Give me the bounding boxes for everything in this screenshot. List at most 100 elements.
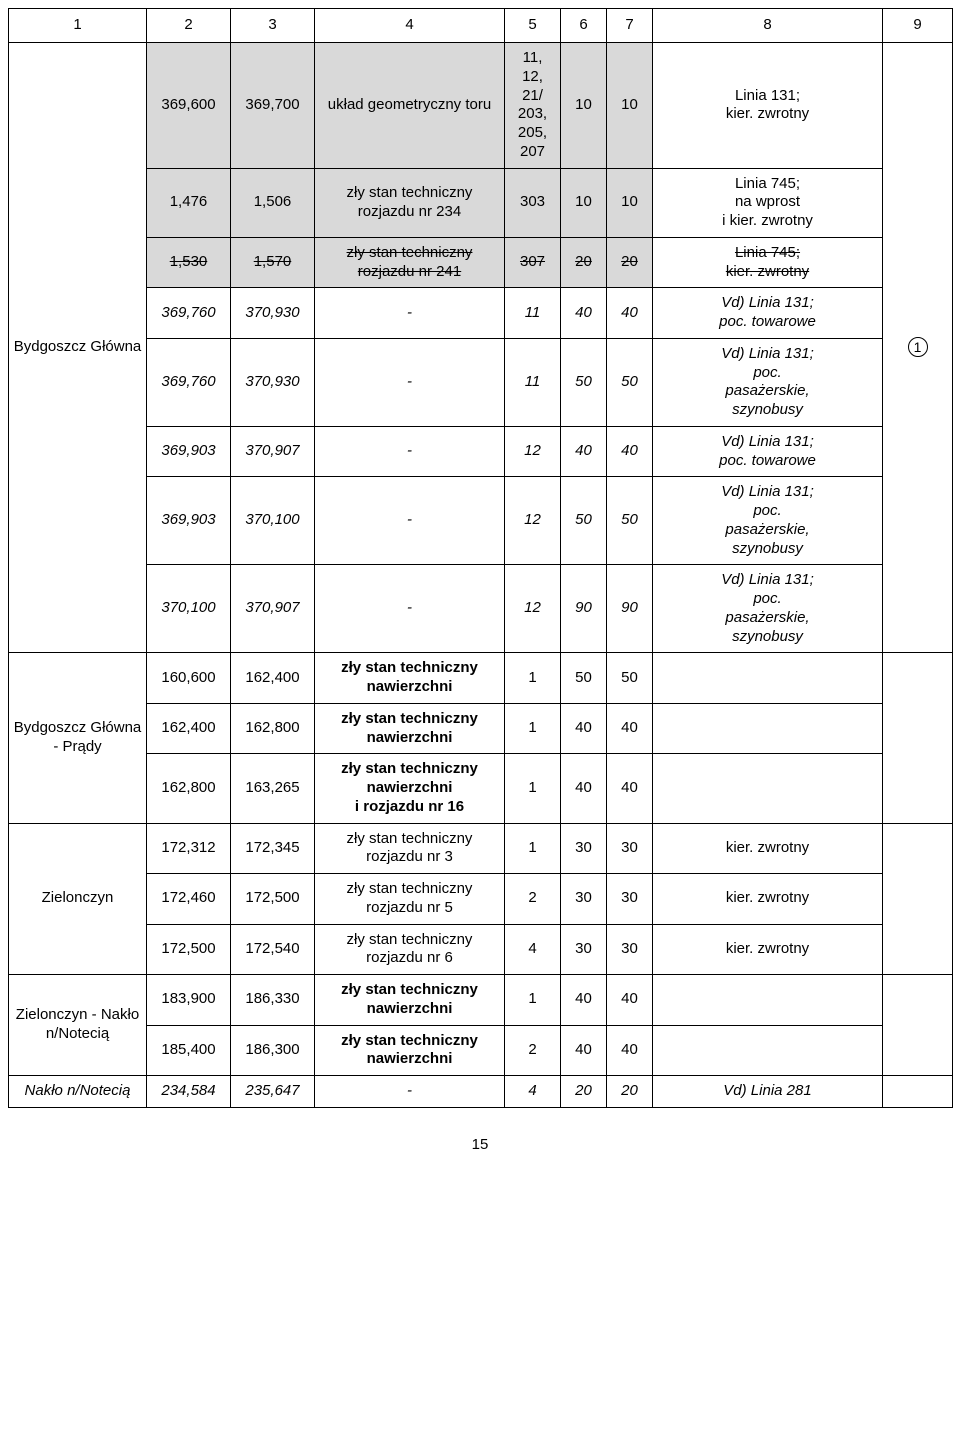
cell: 172,500 [231, 874, 315, 925]
cell: 1 [505, 975, 561, 1026]
cell: 30 [607, 874, 653, 925]
cell: 40 [607, 426, 653, 477]
table-row: 369,760 370,930 - 11 40 40 Vd) Linia 131… [9, 288, 953, 339]
table-row: 369,903 370,100 - 12 50 50 Vd) Linia 131… [9, 477, 953, 565]
cell: 30 [607, 924, 653, 975]
circled-1: 1 [908, 337, 928, 357]
cell: zły stan techniczny rozjazdu nr 6 [315, 924, 505, 975]
cell: 369,760 [147, 288, 231, 339]
cell: 370,100 [231, 477, 315, 565]
cell: 10 [561, 43, 607, 169]
cell-col9 [883, 1076, 953, 1108]
cell: 234,584 [147, 1076, 231, 1108]
cell: 160,600 [147, 653, 231, 704]
cell: kier. zwrotny [653, 924, 883, 975]
cell: Vd) Linia 131; poc. pasażerskie, szynobu… [653, 477, 883, 565]
cell: kier. zwrotny [653, 823, 883, 874]
cell: 4 [505, 924, 561, 975]
cell: 40 [607, 703, 653, 754]
cell: 370,907 [231, 565, 315, 653]
cell: 162,800 [231, 703, 315, 754]
cell: - [315, 426, 505, 477]
cell: 162,400 [231, 653, 315, 704]
cell: 30 [561, 874, 607, 925]
cell: 40 [561, 288, 607, 339]
cell: 11, 12, 21/ 203, 205, 207 [505, 43, 561, 169]
cell: 10 [561, 168, 607, 237]
cell: 30 [561, 924, 607, 975]
cell: 4 [505, 1076, 561, 1108]
cell: 20 [561, 1076, 607, 1108]
cell: 40 [561, 754, 607, 823]
table-row: 369,760 370,930 - 11 50 50 Vd) Linia 131… [9, 338, 953, 426]
cell: 11 [505, 288, 561, 339]
cell: 370,930 [231, 288, 315, 339]
cell: 2 [505, 1025, 561, 1076]
cell: 20 [561, 237, 607, 288]
cell: 163,265 [231, 754, 315, 823]
table-row: 370,100 370,907 - 12 90 90 Vd) Linia 131… [9, 565, 953, 653]
cell: 40 [607, 754, 653, 823]
cell [653, 703, 883, 754]
cell: 186,300 [231, 1025, 315, 1076]
table-row: Zielonczyn - Nakło n/Notecią 183,900 186… [9, 975, 953, 1026]
table-row: Bydgoszcz Główna 369,600 369,700 układ g… [9, 43, 953, 169]
cell: 172,500 [147, 924, 231, 975]
cell: 185,400 [147, 1025, 231, 1076]
cell: 162,400 [147, 703, 231, 754]
col-9: 9 [883, 9, 953, 43]
cell: 303 [505, 168, 561, 237]
table-row: 185,400 186,300 zły stan techniczny nawi… [9, 1025, 953, 1076]
cell: 50 [607, 653, 653, 704]
table-row: 172,460 172,500 zły stan techniczny rozj… [9, 874, 953, 925]
cell: 10 [607, 43, 653, 169]
cell: 90 [561, 565, 607, 653]
cell: 1,530 [147, 237, 231, 288]
cell: zły stan techniczny nawierzchni [315, 653, 505, 704]
col-6: 6 [561, 9, 607, 43]
station-label: Zielonczyn - Nakło n/Notecią [9, 975, 147, 1076]
table-row: Zielonczyn 172,312 172,345 zły stan tech… [9, 823, 953, 874]
cell: 1,476 [147, 168, 231, 237]
cell: zły stan techniczny nawierzchni i rozjaz… [315, 754, 505, 823]
cell [653, 975, 883, 1026]
table-row: Nakło n/Notecią 234,584 235,647 - 4 20 2… [9, 1076, 953, 1108]
col-1: 1 [9, 9, 147, 43]
cell [653, 1025, 883, 1076]
station-label: Zielonczyn [9, 823, 147, 975]
cell: 50 [607, 338, 653, 426]
cell: układ geometryczny toru [315, 43, 505, 169]
table-row: 162,400 162,800 zły stan techniczny nawi… [9, 703, 953, 754]
cell: 50 [561, 653, 607, 704]
cell: - [315, 288, 505, 339]
cell: 2 [505, 874, 561, 925]
cell: 12 [505, 426, 561, 477]
cell: 11 [505, 338, 561, 426]
table-row: 369,903 370,907 - 12 40 40 Vd) Linia 131… [9, 426, 953, 477]
cell: 40 [607, 975, 653, 1026]
cell: 90 [607, 565, 653, 653]
cell-col9 [883, 653, 953, 823]
cell: Vd) Linia 131; poc. towarowe [653, 426, 883, 477]
cell: 40 [561, 703, 607, 754]
cell: 40 [607, 1025, 653, 1076]
cell: Vd) Linia 131; poc. towarowe [653, 288, 883, 339]
cell: kier. zwrotny [653, 874, 883, 925]
table-row: Bydgoszcz Główna - Prądy 160,600 162,400… [9, 653, 953, 704]
cell: 20 [607, 1076, 653, 1108]
cell: 30 [561, 823, 607, 874]
cell: Vd) Linia 131; poc. pasażerskie, szynobu… [653, 338, 883, 426]
cell-col9 [883, 823, 953, 975]
cell: 370,100 [147, 565, 231, 653]
cell: 183,900 [147, 975, 231, 1026]
table-row: 1,530 1,570 zły stan techniczny rozjazdu… [9, 237, 953, 288]
cell: 172,345 [231, 823, 315, 874]
cell: 307 [505, 237, 561, 288]
cell: 1 [505, 703, 561, 754]
cell: 50 [561, 338, 607, 426]
cell: 40 [561, 426, 607, 477]
cell: - [315, 338, 505, 426]
cell: zły stan techniczny rozjazdu nr 234 [315, 168, 505, 237]
cell: - [315, 1076, 505, 1108]
table-row: 1,476 1,506 zły stan techniczny rozjazdu… [9, 168, 953, 237]
